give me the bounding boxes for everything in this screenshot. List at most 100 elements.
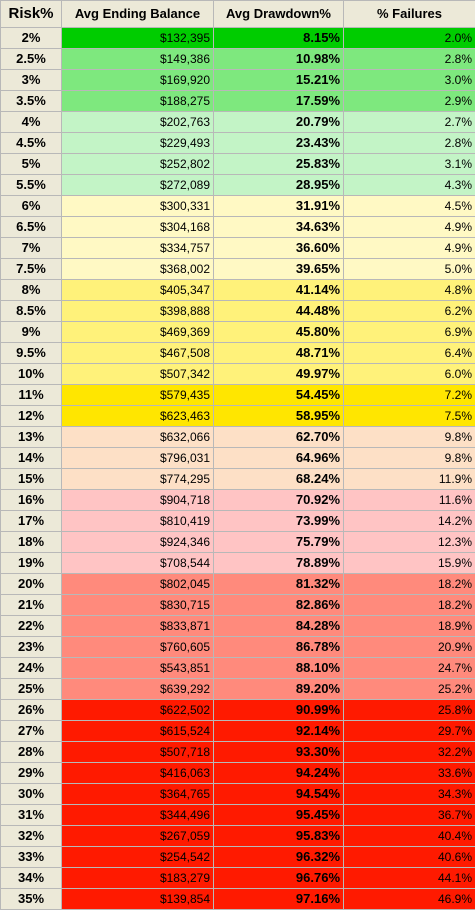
avg-drawdown-cell: 41.14% [214,280,344,301]
avg-drawdown-cell: 39.65% [214,259,344,280]
avg-drawdown-cell: 70.92% [214,490,344,511]
failures-cell: 25.8% [344,700,475,721]
risk-cell: 25% [1,679,62,700]
failures-cell: 4.8% [344,280,475,301]
risk-cell: 5% [1,154,62,175]
avg-drawdown-cell: 93.30% [214,742,344,763]
avg-ending-balance-cell: $833,871 [62,616,214,637]
failures-cell: 5.0% [344,259,475,280]
failures-cell: 9.8% [344,427,475,448]
failures-cell: 6.2% [344,301,475,322]
risk-cell: 22% [1,616,62,637]
risk-cell: 9.5% [1,343,62,364]
failures-cell: 20.9% [344,637,475,658]
avg-ending-balance-cell: $304,168 [62,217,214,238]
avg-drawdown-cell: 88.10% [214,658,344,679]
failures-cell: 2.9% [344,91,475,112]
risk-cell: 33% [1,847,62,868]
failures-cell: 6.0% [344,364,475,385]
risk-cell: 23% [1,637,62,658]
risk-cell: 20% [1,574,62,595]
avg-ending-balance-cell: $188,275 [62,91,214,112]
risk-cell: 11% [1,385,62,406]
failures-cell: 36.7% [344,805,475,826]
avg-ending-balance-cell: $708,544 [62,553,214,574]
avg-drawdown-cell: 62.70% [214,427,344,448]
failures-cell: 12.3% [344,532,475,553]
risk-cell: 27% [1,721,62,742]
risk-cell: 24% [1,658,62,679]
avg-ending-balance-cell: $252,802 [62,154,214,175]
avg-ending-balance-cell: $267,059 [62,826,214,847]
risk-cell: 8.5% [1,301,62,322]
risk-cell: 14% [1,448,62,469]
avg-ending-balance-cell: $344,496 [62,805,214,826]
failures-cell: 14.2% [344,511,475,532]
risk-cell: 28% [1,742,62,763]
risk-cell: 13% [1,427,62,448]
failures-cell: 44.1% [344,868,475,889]
avg-drawdown-cell: 44.48% [214,301,344,322]
failures-cell: 2.7% [344,112,475,133]
avg-drawdown-cell: 58.95% [214,406,344,427]
col-header-avg-drawdown[interactable]: Avg Drawdown% [214,1,344,28]
failures-cell: 29.7% [344,721,475,742]
risk-cell: 30% [1,784,62,805]
risk-cell: 7% [1,238,62,259]
table-header: Risk% Avg Ending Balance Avg Drawdown% %… [1,1,475,28]
avg-drawdown-cell: 96.32% [214,847,344,868]
col-header-failures[interactable]: % Failures [344,1,475,28]
risk-cell: 16% [1,490,62,511]
risk-cell: 8% [1,280,62,301]
avg-drawdown-cell: 45.80% [214,322,344,343]
avg-drawdown-cell: 64.96% [214,448,344,469]
risk-cell: 5.5% [1,175,62,196]
risk-cell: 7.5% [1,259,62,280]
risk-cell: 2.5% [1,49,62,70]
failures-cell: 4.9% [344,238,475,259]
avg-drawdown-cell: 23.43% [214,133,344,154]
avg-ending-balance-cell: $364,765 [62,784,214,805]
avg-ending-balance-cell: $202,763 [62,112,214,133]
avg-drawdown-cell: 96.76% [214,868,344,889]
header-row: Risk% Avg Ending Balance Avg Drawdown% %… [1,1,475,28]
avg-drawdown-cell: 94.24% [214,763,344,784]
failures-cell: 7.2% [344,385,475,406]
avg-drawdown-cell: 95.83% [214,826,344,847]
col-header-risk[interactable]: Risk% [1,1,62,28]
avg-ending-balance-cell: $467,508 [62,343,214,364]
col-header-avg-ending-balance[interactable]: Avg Ending Balance [62,1,214,28]
risk-cell: 21% [1,595,62,616]
risk-cell: 26% [1,700,62,721]
risk-cell: 10% [1,364,62,385]
failures-cell: 3.1% [344,154,475,175]
avg-ending-balance-cell: $904,718 [62,490,214,511]
avg-ending-balance-cell: $796,031 [62,448,214,469]
avg-drawdown-cell: 92.14% [214,721,344,742]
avg-drawdown-cell: 36.60% [214,238,344,259]
risk-cell: 4.5% [1,133,62,154]
failures-cell: 40.6% [344,847,475,868]
avg-ending-balance-cell: $924,346 [62,532,214,553]
avg-ending-balance-cell: $760,605 [62,637,214,658]
